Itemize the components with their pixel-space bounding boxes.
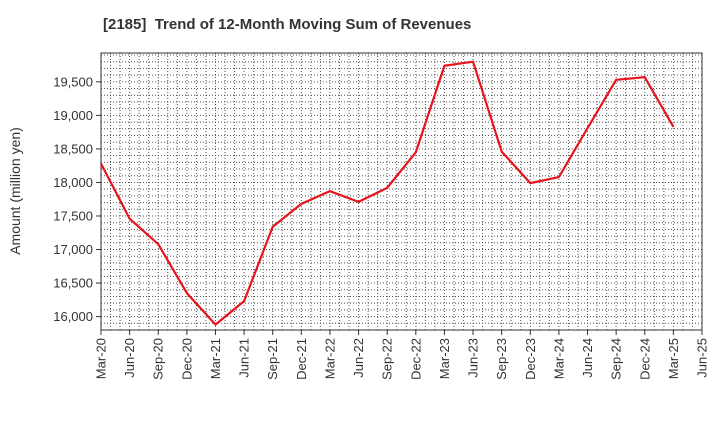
x-tick-label: Jun-24 [580,338,595,378]
y-tick-label: 18,500 [53,141,93,156]
y-tick-label: 17,000 [53,242,93,257]
x-tick-label: Dec-23 [523,338,538,380]
plot-frame [100,52,703,331]
y-tick-label: 16,500 [53,276,93,291]
x-tick-label: Dec-20 [179,338,194,380]
x-tick-label: Mar-25 [666,338,681,379]
y-axis-ticks: 16,000 16,500 17,000 17,500 18,000 18,500 19,0… [53,74,101,324]
x-tick-label: Mar-23 [437,338,452,379]
y-tick-label: 19,000 [53,108,93,123]
x-tick-label: Jun-25 [695,338,710,378]
x-tick-label: Sep-24 [609,338,624,380]
x-tick-label: Mar-24 [551,338,566,379]
y-tick-label: 16,000 [53,309,93,324]
y-tick-label: 19,500 [53,74,93,89]
x-tick-label: Mar-20 [94,338,109,379]
x-tick-label: Dec-21 [294,338,309,380]
y-tick-label: 17,500 [53,208,93,223]
y-axis-title: Amount (million yen) [7,127,23,255]
x-tick-label: Sep-20 [151,338,166,380]
x-tick-label: Dec-24 [637,338,652,380]
x-tick-label: Jun-20 [122,338,137,378]
x-tick-label: Jun-21 [237,338,252,378]
x-tick-label: Sep-21 [265,338,280,380]
series-layer [100,60,675,326]
x-axis-ticks: Mar-20 Jun-20 Sep-20 Dec-20 Mar-21 Jun-21 Sep-… [94,330,710,380]
y-tick-label: 18,000 [53,175,93,190]
x-tick-label: Mar-22 [322,338,337,379]
x-tick-label: Mar-21 [208,338,223,379]
chart-title: [2185] Trend of 12-Month Moving Sum of R… [103,16,472,33]
x-tick-label: Jun-23 [466,338,481,378]
x-tick-label: Sep-23 [494,338,509,380]
x-tick-label: Dec-22 [408,338,423,380]
x-tick-label: Jun-22 [351,338,366,378]
x-tick-label: Sep-22 [380,338,395,380]
grid [101,53,702,330]
